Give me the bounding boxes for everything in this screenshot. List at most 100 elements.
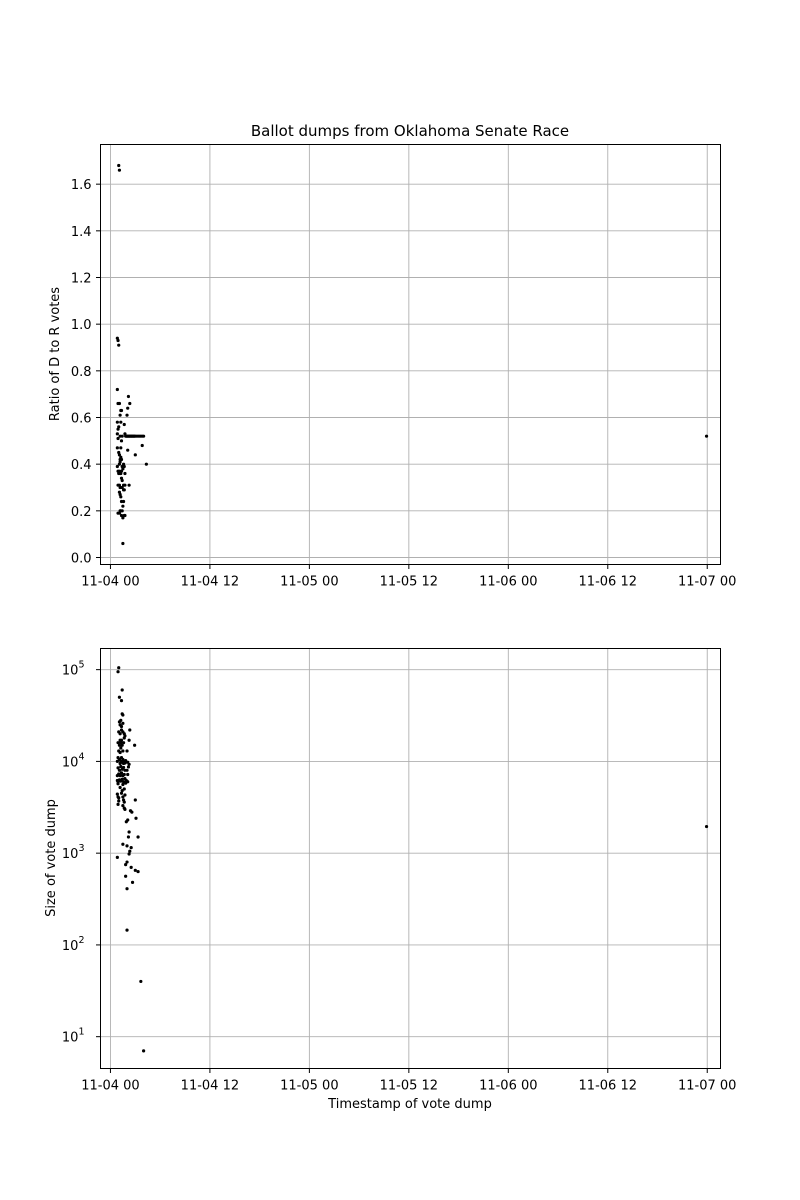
ratio-chart-data-point [116,421,119,424]
size-chart-x-tick-label: 11-06 00 [479,1079,537,1094]
size-chart-x-tick-label: 11-05 12 [380,1079,438,1094]
size-chart-data-point [125,820,128,823]
ratio-chart-data-point [127,484,130,487]
ratio-chart-data-point [118,402,121,405]
size-chart-data-point [117,666,120,669]
size-chart-data-point [119,786,122,789]
ratio-chart-y-tick-label: 1.4 [71,225,92,240]
ratio-chart-data-point [121,435,124,438]
ratio-chart-data-point [128,402,131,405]
size-chart-x-axis-label: Timestamp of vote dump [327,1097,492,1112]
ratio-chart-data-point [126,449,129,452]
ratio-chart-data-point [123,514,126,517]
ratio-chart-y-tick-label: 1.6 [71,178,92,193]
ratio-chart-data-point [119,421,122,424]
size-chart-data-point [130,866,133,869]
ratio-chart-data-point [123,465,126,468]
ratio-chart-data-point [119,414,122,417]
ratio-chart-x-tick-label: 11-07 00 [678,575,736,590]
ratio-chart-data-point [121,542,124,545]
ratio-chart-data-point [116,388,119,391]
size-chart-data-point [119,774,122,777]
size-chart-data-point [120,739,123,742]
ratio-chart-data-point [119,460,122,463]
size-chart-data-point [123,773,126,776]
ratio-chart-x-tick-label: 11-06 00 [479,575,537,590]
size-chart-data-point [124,782,127,785]
ratio-chart-y-tick-label: 1.0 [71,318,92,333]
ratio-chart-y-tick-label: 0.4 [71,458,92,473]
size-chart-data-point [122,741,125,744]
ratio-chart-data-point [141,444,144,447]
size-chart-data-point [127,739,130,742]
ratio-chart-data-point [121,479,124,482]
size-chart-data-point [133,744,136,747]
ratio-chart-data-point [126,407,129,410]
size-chart-data-point [119,765,122,768]
size-chart-data-point [136,870,139,873]
size-chart-data-point [124,863,127,866]
size-chart-data-point [116,782,119,785]
size-chart-data-point [125,844,128,847]
size-chart-y-axis-label: Size of vote dump [44,799,59,917]
size-chart-data-point [127,852,130,855]
size-chart-data-point [123,793,126,796]
size-chart-data-point [119,732,122,735]
size-chart-data-point [116,803,119,806]
size-chart-data-point [705,825,708,828]
size-chart-data-point [136,835,139,838]
ratio-chart-data-point [116,432,119,435]
size-chart-x-tick-label: 11-07 00 [678,1079,736,1094]
size-chart-data-point [134,798,137,801]
size-chart-data-point [116,793,119,796]
ratio-chart-data-point [123,423,126,426]
ratio-chart-data-point [119,446,122,449]
ratio-chart-y-tick-label: 0.0 [71,552,92,567]
size-chart-data-point [124,875,127,878]
size-chart-data-point [130,846,133,849]
ratio-chart-data-point [705,435,708,438]
size-chart-data-point [128,850,131,853]
size-chart-data-point [123,801,126,804]
size-chart-data-point [119,751,122,754]
size-chart-data-point [118,696,121,699]
size-chart-data-point [123,808,126,811]
size-chart-data-point [119,719,122,722]
size-chart-data-point [120,725,123,728]
size-chart-data-point [116,856,119,859]
size-chart-data-point [139,980,142,983]
ratio-chart-data-point [118,169,121,172]
size-chart-data-point [117,799,120,802]
size-chart-data-point [121,783,124,786]
size-chart-data-point [126,773,129,776]
ratio-chart-data-point [121,505,124,508]
ratio-chart-y-tick-label: 1.2 [71,272,92,287]
size-chart-data-point [118,769,121,772]
ratio-chart-y-tick-label: 0.8 [71,365,92,380]
ratio-chart-x-tick-label: 11-04 12 [181,575,239,590]
ratio-chart-x-tick-label: 11-04 00 [81,575,139,590]
size-chart-data-point [123,787,126,790]
size-chart-data-point [120,792,123,795]
size-chart-data-point [127,765,130,768]
ratio-chart-data-point [134,453,137,456]
ratio-chart-y-tick-label: 0.6 [71,412,92,427]
ratio-chart-data-point [119,495,122,498]
size-chart-data-point [121,722,124,725]
size-chart-data-point [127,835,130,838]
size-chart-data-point [125,749,128,752]
size-chart-x-tick-label: 11-04 00 [81,1079,139,1094]
size-chart-x-tick-label: 11-04 12 [181,1079,239,1094]
size-chart-data-point [134,817,137,820]
ratio-chart-data-point [117,164,120,167]
ratio-chart-data-point [127,395,130,398]
size-chart-data-point [120,699,123,702]
ratio-chart-data-point [117,425,120,428]
size-chart-data-point [125,887,128,890]
ratio-chart-data-point [123,484,126,487]
size-chart-data-point [122,766,125,769]
ratio-chart-data-point [117,344,120,347]
size-chart-data-point [121,749,124,752]
size-chart-data-point [116,670,119,673]
